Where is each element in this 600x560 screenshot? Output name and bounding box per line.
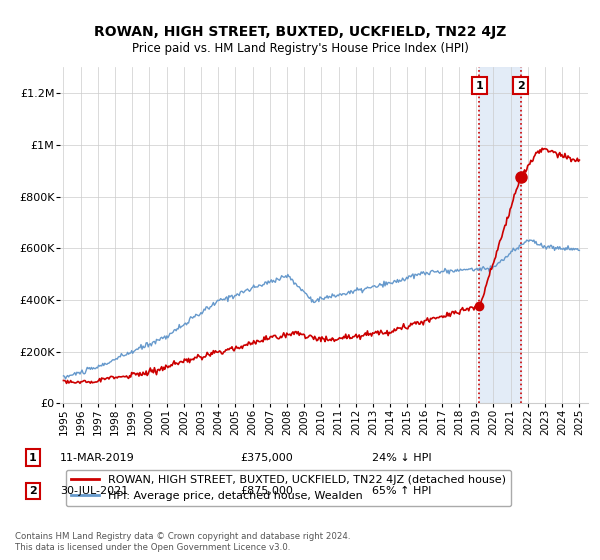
Text: 11-MAR-2019: 11-MAR-2019 bbox=[60, 452, 135, 463]
Text: £875,000: £875,000 bbox=[240, 486, 293, 496]
Text: Contains HM Land Registry data © Crown copyright and database right 2024.
This d: Contains HM Land Registry data © Crown c… bbox=[15, 532, 350, 552]
Text: 65% ↑ HPI: 65% ↑ HPI bbox=[372, 486, 431, 496]
Text: 2: 2 bbox=[29, 486, 37, 496]
Text: ROWAN, HIGH STREET, BUXTED, UCKFIELD, TN22 4JZ: ROWAN, HIGH STREET, BUXTED, UCKFIELD, TN… bbox=[94, 25, 506, 39]
Legend: ROWAN, HIGH STREET, BUXTED, UCKFIELD, TN22 4JZ (detached house), HPI: Average pr: ROWAN, HIGH STREET, BUXTED, UCKFIELD, TN… bbox=[65, 469, 511, 506]
Text: Price paid vs. HM Land Registry's House Price Index (HPI): Price paid vs. HM Land Registry's House … bbox=[131, 42, 469, 55]
Text: 1: 1 bbox=[29, 452, 37, 463]
Text: 30-JUL-2021: 30-JUL-2021 bbox=[60, 486, 128, 496]
Text: 24% ↓ HPI: 24% ↓ HPI bbox=[372, 452, 431, 463]
Text: 2: 2 bbox=[517, 81, 524, 91]
Text: 1: 1 bbox=[476, 81, 484, 91]
Text: £375,000: £375,000 bbox=[240, 452, 293, 463]
